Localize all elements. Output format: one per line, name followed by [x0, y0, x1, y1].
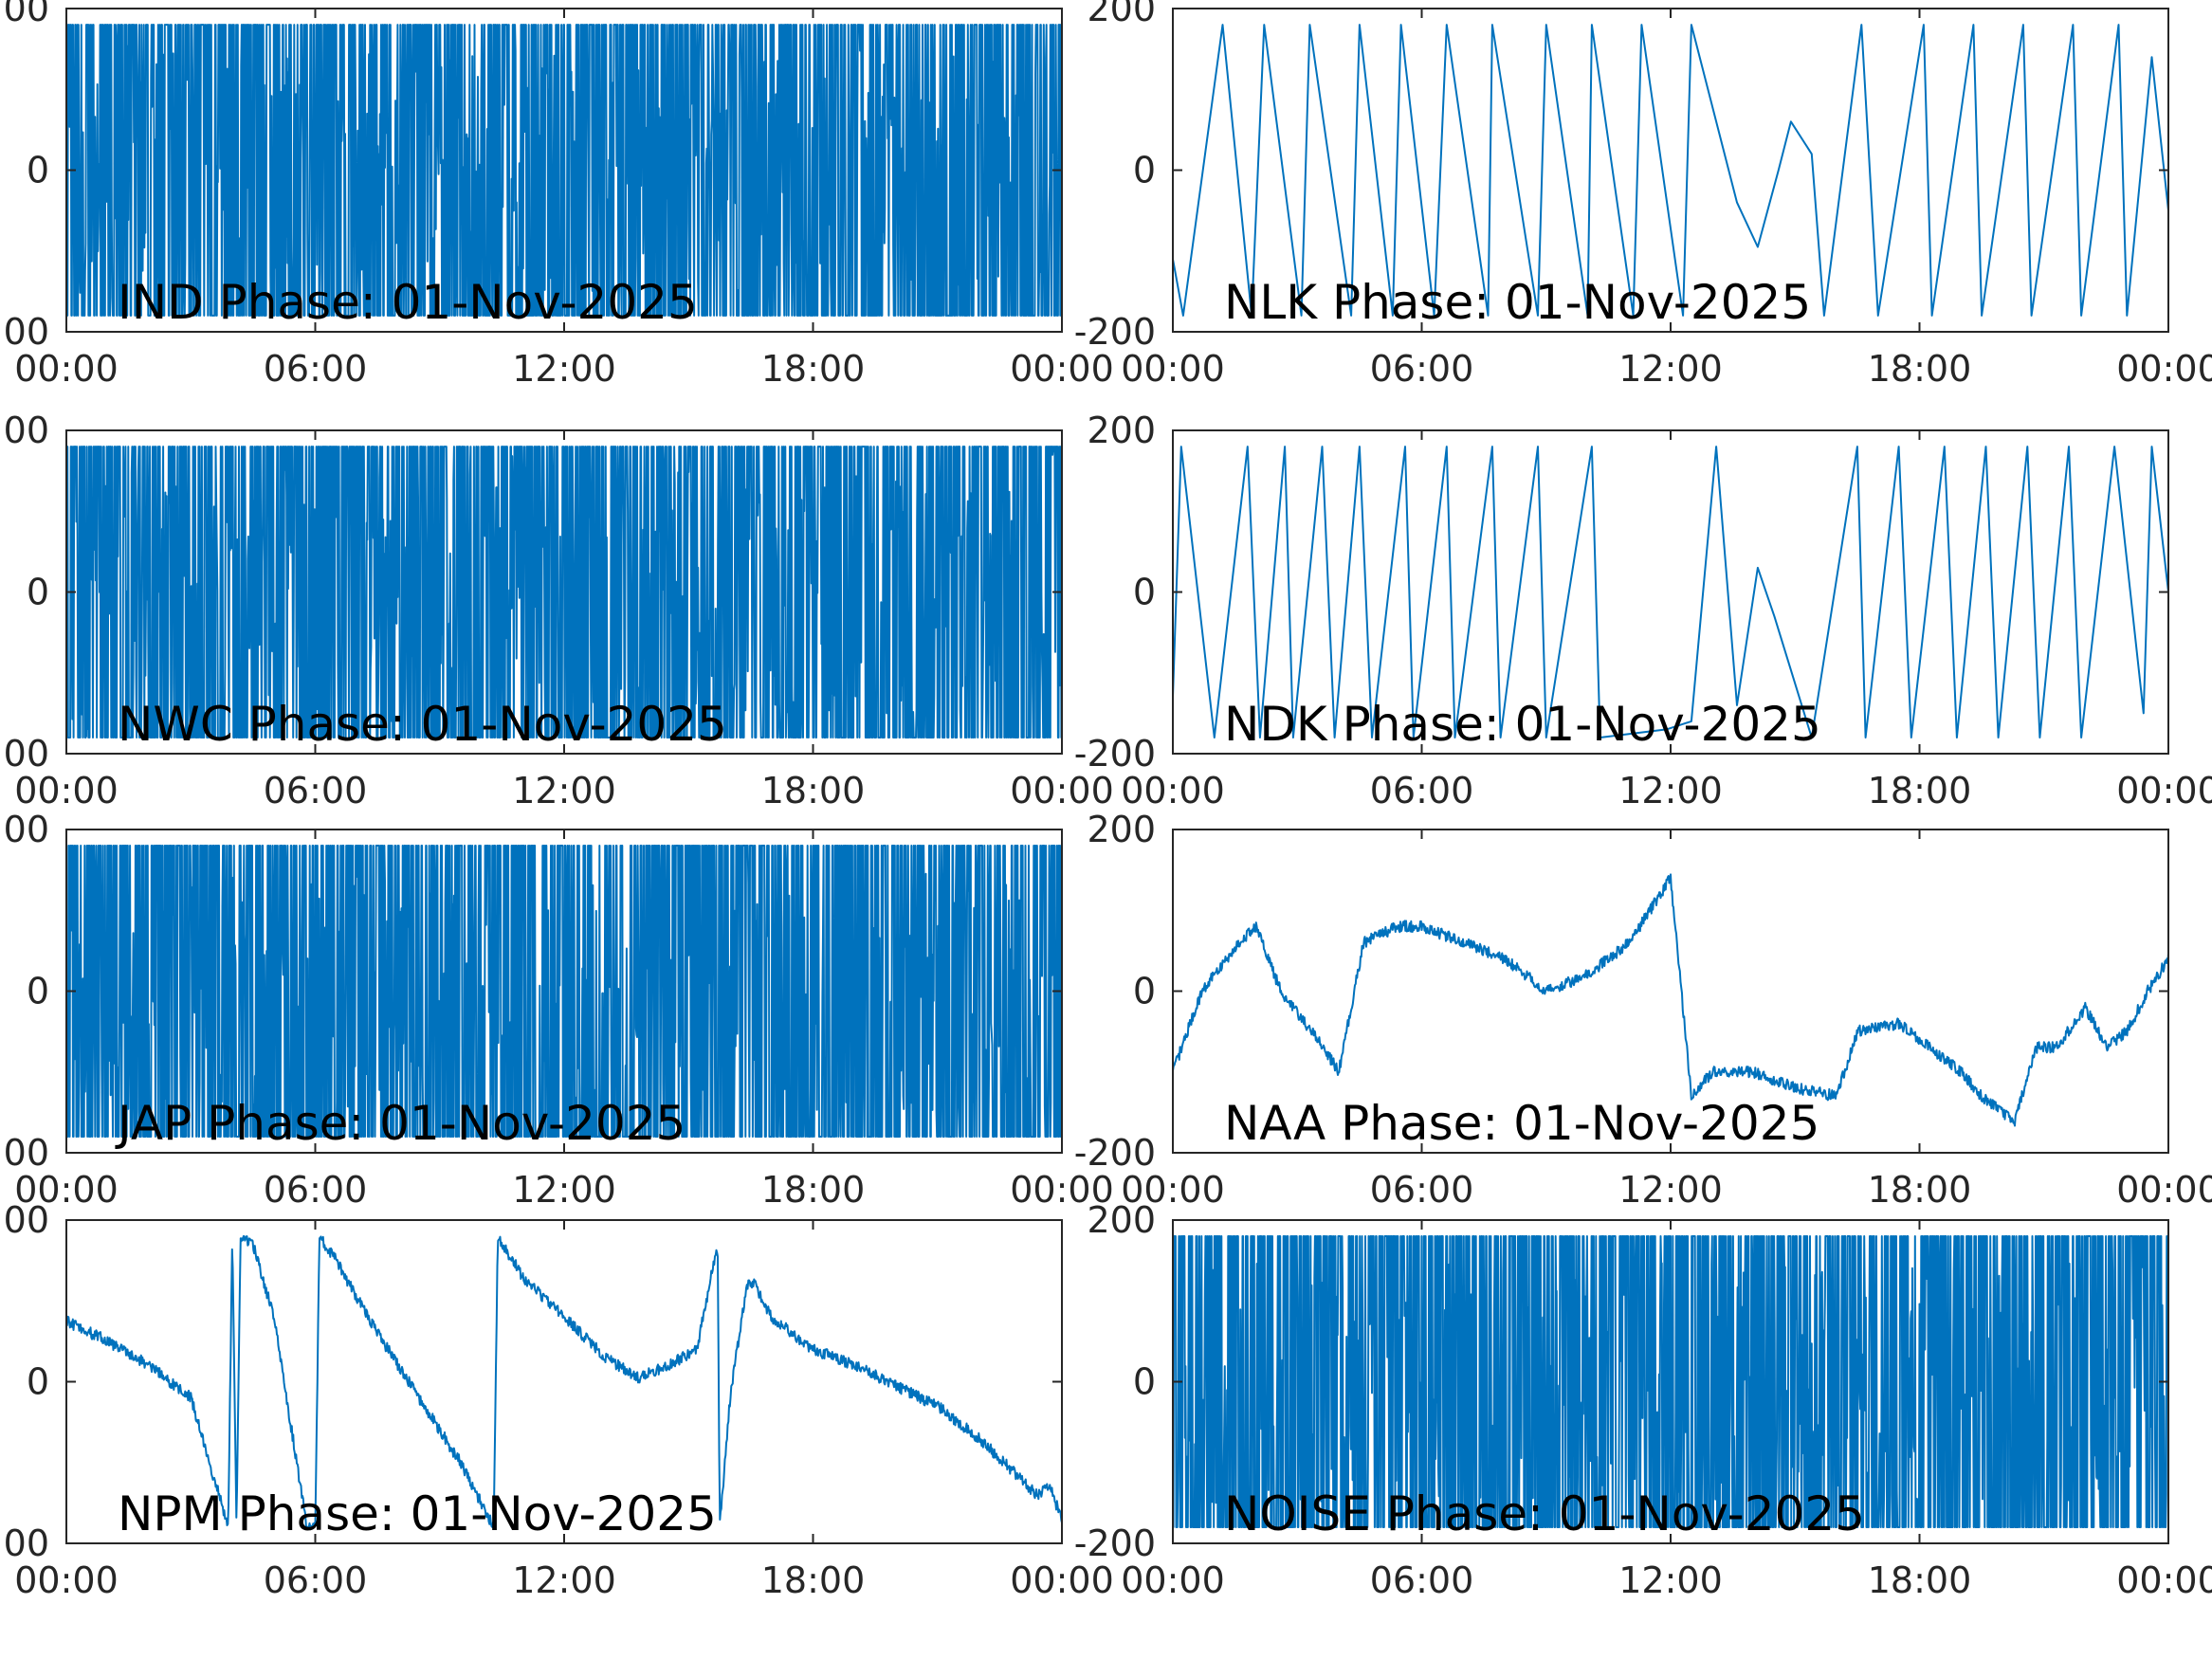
x-tick-label: 18:00: [761, 1169, 866, 1211]
x-tick-label: 12:00: [1618, 348, 1723, 390]
x-tick-label: 00:00: [1010, 348, 1114, 390]
y-tick-label: -200: [0, 311, 49, 353]
x-tick-label: 18:00: [1868, 770, 1972, 811]
x-tick-label: 12:00: [512, 770, 616, 811]
y-tick-label: -200: [1074, 733, 1156, 775]
x-tick-label: 00:00: [1121, 770, 1225, 811]
panel-label: JAP Phase: 01-Nov-2025: [115, 1096, 686, 1151]
x-tick-label: 00:00: [2116, 1169, 2212, 1211]
x-tick-label: 00:00: [1010, 1559, 1114, 1601]
x-tick-label: 00:00: [2116, 348, 2212, 390]
y-tick-label: 0: [27, 572, 49, 613]
series-line-ind: [66, 24, 1062, 317]
x-tick-label: 00:00: [1010, 1169, 1114, 1211]
series-line-ndk: [1173, 446, 2168, 738]
panel-label: NDK Phase: 01-Nov-2025: [1224, 697, 1821, 752]
x-tick-label: 00:00: [1121, 348, 1225, 390]
x-tick-label: 12:00: [512, 1169, 616, 1211]
y-tick-label: 200: [0, 1199, 49, 1241]
y-tick-label: 200: [1087, 0, 1156, 29]
y-tick-label: 0: [1133, 150, 1156, 191]
y-tick-label: 0: [27, 971, 49, 1012]
y-tick-label: -200: [0, 733, 49, 775]
y-tick-label: 0: [1133, 971, 1156, 1012]
x-tick-label: 06:00: [264, 348, 368, 390]
x-tick-label: 00:00: [1121, 1559, 1225, 1601]
y-tick-label: 0: [27, 1361, 49, 1403]
series-line-noise: [1173, 1235, 2168, 1528]
y-tick-label: 200: [0, 410, 49, 451]
x-tick-label: 18:00: [761, 1559, 866, 1601]
y-tick-label: -200: [0, 1522, 49, 1564]
series-line-naa: [1173, 873, 2168, 1127]
x-tick-label: 06:00: [1370, 770, 1474, 811]
x-tick-label: 00:00: [14, 348, 119, 390]
x-tick-label: 00:00: [1010, 770, 1114, 811]
x-tick-label: 18:00: [761, 770, 866, 811]
series-line-nlk: [1173, 24, 2168, 317]
y-tick-label: -200: [1074, 311, 1156, 353]
y-tick-label: 0: [1133, 1361, 1156, 1403]
x-tick-label: 00:00: [14, 1169, 119, 1211]
y-tick-label: 200: [0, 809, 49, 850]
y-tick-label: 200: [0, 0, 49, 29]
x-tick-label: 18:00: [1868, 348, 1972, 390]
x-tick-label: 12:00: [512, 1559, 616, 1601]
x-tick-label: 06:00: [264, 1559, 368, 1601]
x-tick-label: 00:00: [1121, 1169, 1225, 1211]
x-tick-label: 06:00: [264, 1169, 368, 1211]
y-tick-label: 0: [1133, 572, 1156, 613]
series-line-jap: [66, 845, 1062, 1138]
x-tick-label: 18:00: [1868, 1169, 1972, 1211]
x-tick-label: 06:00: [1370, 348, 1474, 390]
x-tick-label: 00:00: [14, 1559, 119, 1601]
panel-label: NLK Phase: 01-Nov-2025: [1224, 275, 1811, 330]
series-line-nwc: [66, 446, 1062, 738]
x-tick-label: 18:00: [761, 348, 866, 390]
y-tick-label: 200: [1087, 809, 1156, 850]
x-tick-label: 00:00: [2116, 770, 2212, 811]
y-tick-label: -200: [1074, 1522, 1156, 1564]
y-tick-label: 0: [27, 150, 49, 191]
x-tick-label: 18:00: [1868, 1559, 1972, 1601]
x-tick-label: 00:00: [14, 770, 119, 811]
panel-label: NOISE Phase: 01-Nov-2025: [1224, 1486, 1865, 1541]
panel-label: NWC Phase: 01-Nov-2025: [118, 697, 727, 752]
panel-label: NPM Phase: 01-Nov-2025: [118, 1486, 717, 1541]
y-tick-label: -200: [1074, 1132, 1156, 1174]
y-tick-label: -200: [0, 1132, 49, 1174]
x-tick-label: 06:00: [1370, 1559, 1474, 1601]
y-tick-label: 200: [1087, 410, 1156, 451]
x-tick-label: 06:00: [1370, 1169, 1474, 1211]
panel-label: NAA Phase: 01-Nov-2025: [1224, 1096, 1819, 1151]
x-tick-label: 06:00: [264, 770, 368, 811]
x-tick-label: 12:00: [1618, 770, 1723, 811]
x-tick-label: 00:00: [2116, 1559, 2212, 1601]
x-tick-label: 12:00: [512, 348, 616, 390]
series-line-npm: [66, 1235, 1062, 1528]
y-tick-label: 200: [1087, 1199, 1156, 1241]
x-tick-label: 12:00: [1618, 1559, 1723, 1601]
panel-label: IND Phase: 01-Nov-2025: [118, 275, 698, 330]
x-tick-label: 12:00: [1618, 1169, 1723, 1211]
